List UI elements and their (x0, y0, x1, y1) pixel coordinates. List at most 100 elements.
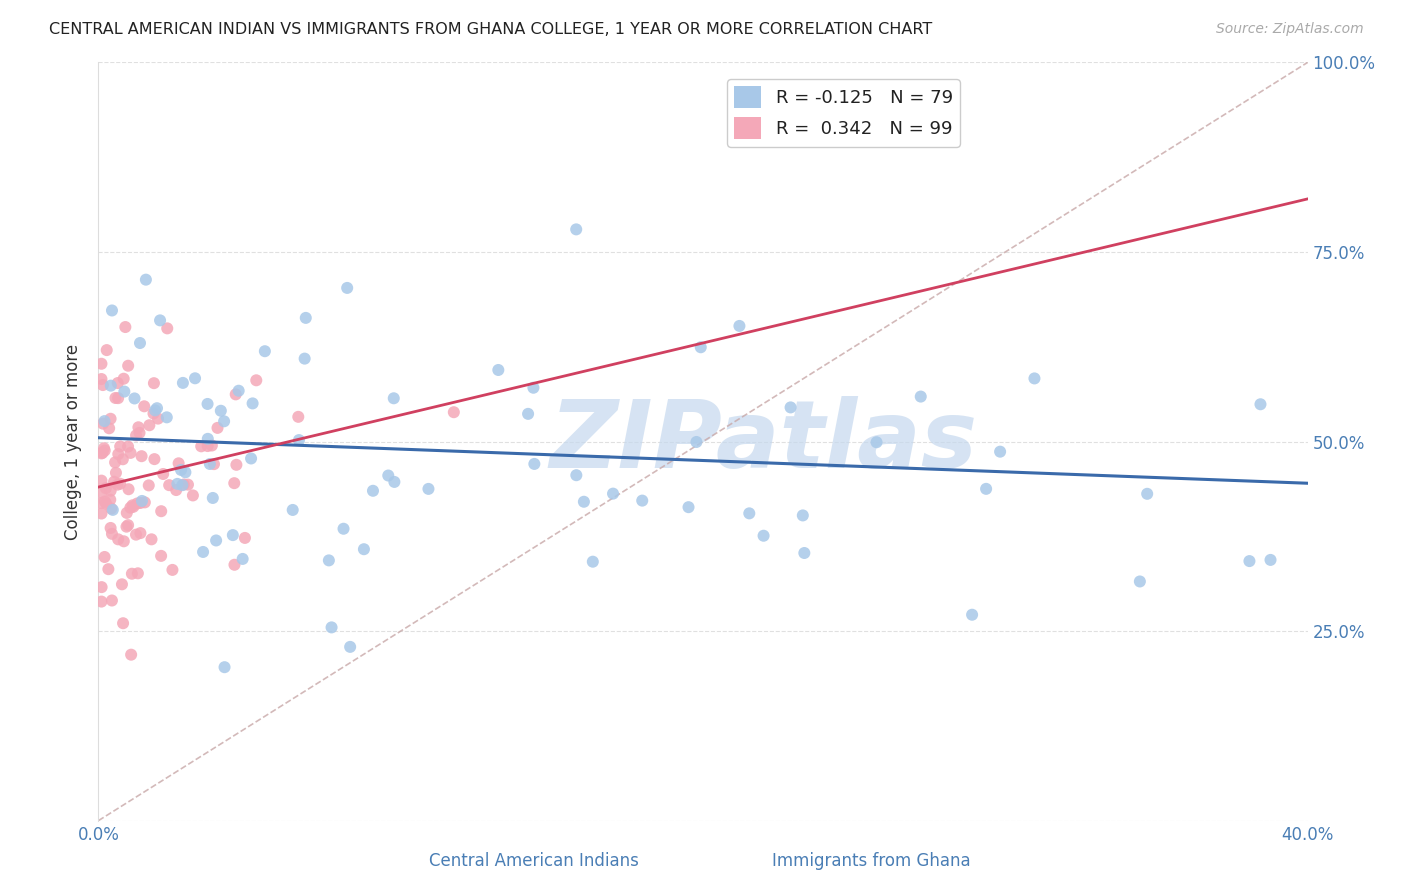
Point (173, 477, 195, 491)
Point (121, 566, 143, 581)
Text: CENTRAL AMERICAN INDIAN VS IMMIGRANTS FROM GHANA COLLEGE, 1 YEAR OR MORE CORRELA: CENTRAL AMERICAN INDIAN VS IMMIGRANTS FR… (49, 22, 932, 37)
Text: Source: ZipAtlas.com: Source: ZipAtlas.com (1216, 22, 1364, 37)
Point (117, 359, 139, 373)
Point (141, 533, 163, 547)
Point (90, 446, 112, 460)
Point (117, 518, 139, 533)
Point (565, 222, 588, 236)
Point (728, 318, 751, 333)
Point (138, 418, 160, 433)
Point (752, 529, 775, 543)
Point (112, 372, 135, 386)
Point (191, 545, 214, 559)
Point (242, 396, 264, 410)
Point (107, 447, 129, 461)
Point (104, 455, 127, 469)
Point (108, 439, 131, 453)
Point (90, 496, 112, 510)
Point (738, 507, 761, 521)
Point (112, 384, 135, 399)
Point (201, 491, 224, 505)
Point (101, 303, 124, 318)
Point (111, 452, 134, 467)
Point (98, 492, 121, 507)
Point (111, 577, 134, 591)
Point (93, 549, 115, 564)
Point (522, 381, 544, 395)
Point (197, 439, 219, 453)
Point (90, 507, 112, 521)
Point (377, 468, 399, 483)
Point (207, 421, 229, 435)
Point (93, 414, 115, 428)
Point (90, 474, 112, 488)
Point (152, 467, 174, 481)
Point (134, 399, 156, 413)
Point (382, 475, 405, 489)
Point (565, 468, 588, 483)
Point (114, 320, 136, 334)
Point (172, 478, 194, 492)
Point (336, 281, 359, 295)
Point (166, 476, 188, 491)
Point (602, 486, 624, 500)
Point (197, 432, 219, 446)
Point (115, 506, 138, 520)
Point (214, 660, 236, 674)
Point (865, 435, 887, 450)
Point (631, 493, 654, 508)
Point (177, 477, 200, 491)
Point (112, 534, 135, 549)
Point (96, 343, 118, 357)
Point (101, 526, 124, 541)
Point (103, 475, 125, 489)
Point (135, 273, 157, 287)
Point (339, 640, 361, 654)
Point (127, 420, 149, 434)
Legend: R = -0.125   N = 79, R =  0.342   N = 99: R = -0.125 N = 79, R = 0.342 N = 99 (727, 79, 960, 146)
Point (100, 501, 122, 516)
Point (1024, 371, 1046, 385)
Point (129, 496, 152, 510)
Point (100, 483, 122, 498)
Point (91, 446, 114, 460)
Point (202, 457, 225, 471)
Point (209, 403, 232, 417)
Point (129, 526, 152, 541)
Point (107, 477, 129, 491)
Point (94, 481, 117, 495)
Point (90, 594, 112, 608)
Point (678, 500, 700, 515)
Point (93, 442, 115, 456)
Point (142, 376, 165, 391)
Point (910, 390, 932, 404)
Point (121, 499, 143, 513)
Point (689, 340, 711, 354)
Point (143, 403, 166, 417)
Point (1239, 554, 1261, 568)
Point (197, 397, 219, 411)
Point (523, 457, 546, 471)
Point (222, 528, 245, 542)
Point (287, 409, 309, 424)
Point (245, 373, 267, 387)
Point (318, 553, 340, 567)
Point (224, 476, 246, 491)
Text: Immigrants from Ghana: Immigrants from Ghana (772, 852, 972, 870)
Point (128, 425, 150, 440)
Point (294, 310, 316, 325)
Point (361, 483, 384, 498)
Point (142, 407, 165, 421)
Point (125, 428, 148, 442)
Point (101, 503, 124, 517)
Point (104, 391, 127, 405)
Point (582, 555, 605, 569)
Point (143, 452, 166, 467)
Point (90, 580, 112, 594)
Point (122, 500, 145, 514)
Point (382, 391, 405, 405)
Point (418, 482, 440, 496)
Point (146, 401, 169, 416)
Point (190, 439, 212, 453)
Point (201, 438, 224, 452)
